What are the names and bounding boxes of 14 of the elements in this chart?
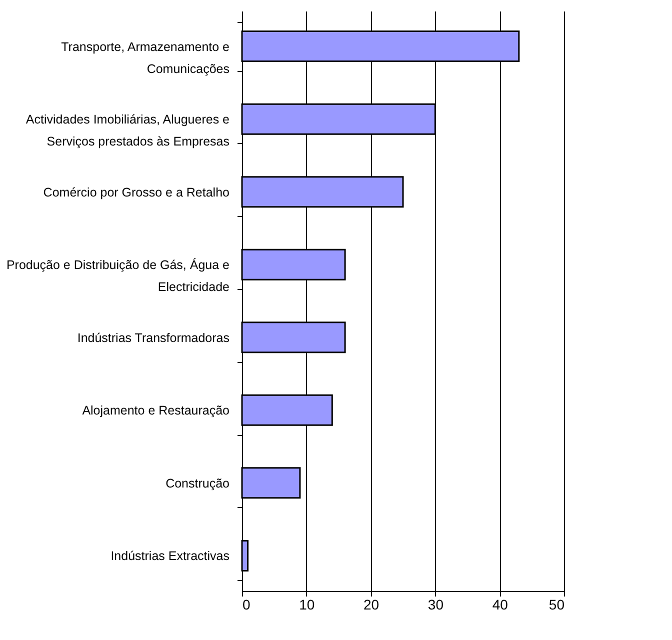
y-tick-label: Indústrias Transformadoras	[77, 330, 230, 345]
x-tick-label: 20	[364, 596, 380, 612]
x-tick-label: 10	[299, 596, 315, 612]
x-tick-label: 50	[548, 596, 565, 612]
y-tick-label: Construção	[166, 476, 230, 490]
x-tick-label: 0	[242, 596, 250, 612]
x-tick-label: 30	[428, 596, 444, 612]
y-tick-label: Produção e Distribuição de Gás, Água e Electricidade	[6, 258, 230, 294]
y-tick-label: Alojamento e Restauração	[82, 404, 230, 418]
y-tick-label: Comércio por Grosso e a Retalho	[43, 185, 230, 200]
y-tick-label: Transporte, Armazenamento e Comunicações	[61, 40, 230, 76]
x-tick-label: 40	[492, 596, 508, 612]
y-tick-label: Indústrias Extractivas	[110, 549, 230, 564]
y-tick-label: Actividades Imobiliárias, Alugueres e Serviços prestados às Empresas	[26, 112, 230, 149]
